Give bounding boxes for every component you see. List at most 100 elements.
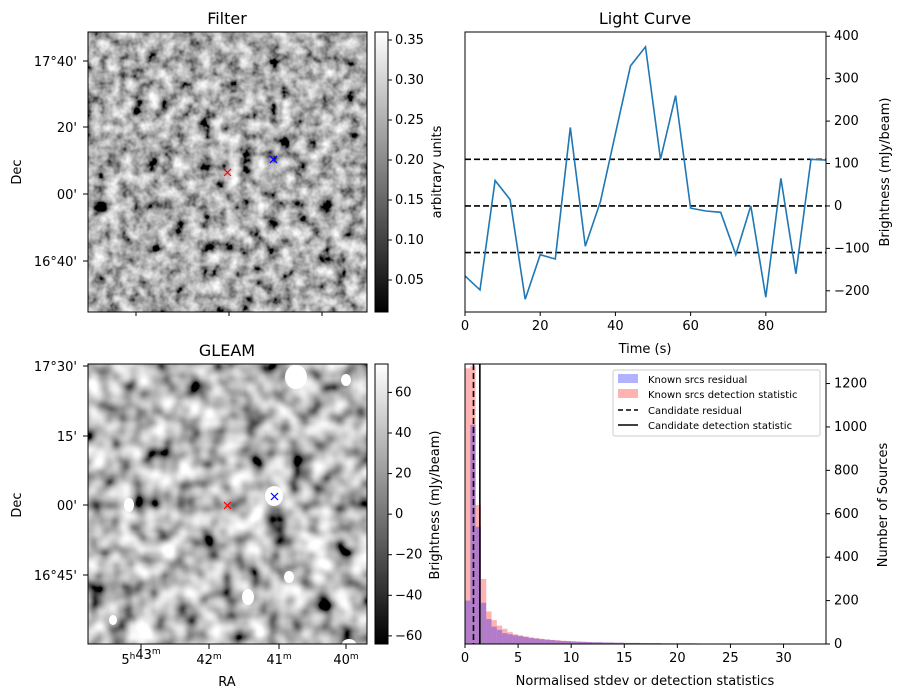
gleam-colorbar-tick-label: 60 <box>395 385 412 400</box>
histogram-ylabel: Number of Sources <box>876 443 891 568</box>
histogram-bar-residual <box>560 640 566 644</box>
filter-colorbar-tick-label: 0.30 <box>395 73 424 88</box>
histogram-ytick-label: 1200 <box>834 377 867 392</box>
filter-colorbar-tick-label: 0.20 <box>395 153 424 168</box>
filter-panel: Filter 17°40' 20' 00' 16°40' Dec 0.350.3… <box>10 9 445 316</box>
gleam-colorbar-tick-label: −20 <box>395 548 422 563</box>
filter-colorbar <box>374 31 389 313</box>
histogram-bar-residual <box>603 642 609 644</box>
filter-colorbar-tick-label: 0.05 <box>395 273 424 288</box>
histogram-ytick-label: 0 <box>834 637 842 652</box>
histogram-bar-residual <box>507 634 513 644</box>
gleam-title: GLEAM <box>199 341 255 360</box>
light-curve-ytick-label: −200 <box>834 284 870 299</box>
gleam-frame <box>87 363 368 645</box>
light-curve-xtick-label: 0 <box>461 319 469 334</box>
histogram-xtick-label: 0 <box>461 651 469 666</box>
histogram-bar-detection <box>592 642 598 644</box>
histogram-bar-detection <box>555 640 561 644</box>
histogram-bar-detection <box>496 625 503 644</box>
histogram-bar-detection <box>571 641 577 644</box>
histogram-bar-detection <box>634 642 641 644</box>
filter-ytick-2: 20' <box>57 121 77 136</box>
gleam-ylabel: Dec <box>10 492 25 517</box>
legend-swatch-detection <box>618 389 638 398</box>
histogram-bar-detection <box>518 635 524 644</box>
gleam-colorbar-tick-label: 40 <box>395 426 412 441</box>
histogram-bar-residual <box>629 642 635 644</box>
histogram-bar-residual <box>608 642 614 644</box>
legend-swatch-residual <box>618 374 638 383</box>
light-curve-title: Light Curve <box>599 9 691 28</box>
histogram-bar-detection <box>491 620 497 644</box>
gleam-colorbar-tick-label: −60 <box>395 629 422 644</box>
histogram-bar-residual <box>576 641 582 644</box>
histogram-xtick-label: 5 <box>514 651 522 666</box>
histogram-bar-residual <box>592 642 598 644</box>
histogram-bar-detection <box>618 642 625 644</box>
light-curve-xtick-label: 80 <box>758 319 775 334</box>
gleam-colorbar-tick-label: 20 <box>395 467 412 482</box>
histogram-bar-detection <box>597 642 604 644</box>
light-curve-xtick-label: 20 <box>532 319 549 334</box>
histogram-bar-detection <box>544 639 550 644</box>
gleam-ytick-1: 17°30' <box>34 360 77 375</box>
light-curve-series-line <box>464 44 827 300</box>
light-curve-ylabel: Brightness (mJy/beam) <box>878 98 893 247</box>
histogram-bar-detection <box>549 639 556 644</box>
gleam-xtick-3: 41m <box>266 652 291 668</box>
histogram-ytick-label: 200 <box>834 594 859 609</box>
histogram-bar-residual <box>624 642 630 644</box>
light-curve-xtick-label: 40 <box>607 319 624 334</box>
histogram-bar-detection <box>465 368 471 644</box>
histogram-bar-residual <box>491 626 497 644</box>
filter-colorbar-tick-label: 0.35 <box>395 33 424 48</box>
histogram-bar-residual <box>549 640 556 644</box>
histogram-bar-residual <box>634 642 641 644</box>
histogram-bar-residual <box>587 642 593 644</box>
histogram-xtick-label: 10 <box>563 651 580 666</box>
light-curve-ytick-label: 200 <box>834 114 859 129</box>
histogram-bar-residual <box>581 641 588 644</box>
histogram-bar-detection <box>613 642 619 644</box>
histogram-bar-residual <box>518 636 524 644</box>
filter-red-marker <box>223 168 232 177</box>
light-curve-ytick-label: 0 <box>834 199 842 214</box>
histogram-xtick-label: 30 <box>775 651 792 666</box>
light-curve-ytick-label: 100 <box>834 157 859 172</box>
filter-colorbar-ticks: 0.35 0.30 0.25 0.20 0.15 0.10 0.05 <box>388 33 424 288</box>
histogram-bar-detection <box>603 642 609 644</box>
histogram-ytick-label: 600 <box>834 507 859 522</box>
histogram-bar-residual <box>618 642 625 644</box>
histogram-bar-residual <box>528 637 535 644</box>
gleam-red-marker <box>223 501 232 510</box>
histogram-bar-residual <box>470 424 476 644</box>
histogram-bar-detection <box>470 366 476 644</box>
histogram-ytick-label: 800 <box>834 463 859 478</box>
light-curve-frame <box>464 31 827 313</box>
histogram-bar-detection <box>608 642 614 644</box>
gleam-ytick-4: 16°45' <box>34 569 77 584</box>
histogram-xlabel: Normalised stdev or detection statistics <box>516 674 775 689</box>
legend-label-candidate-residual: Candidate residual <box>648 406 742 417</box>
gleam-xtick-1: 5h43m <box>121 647 160 668</box>
gleam-colorbar-ticks: 60 40 20 0 −20 −40 −60 <box>388 385 422 644</box>
histogram-bar-detection <box>560 640 566 644</box>
light-curve-ytick-label: 300 <box>834 72 859 87</box>
histogram-bar-residual <box>597 642 604 644</box>
histogram-bar-residual <box>523 637 529 644</box>
histogram-panel: 0 5 10 15 20 25 30 0 200 400 600 800 1000 1200 Normal… <box>461 363 891 689</box>
filter-colorbar-tick-label: 0.10 <box>395 233 424 248</box>
histogram-xtick-label: 15 <box>616 651 633 666</box>
histogram-bar-residual <box>486 619 492 644</box>
gleam-xtick-2: 42m <box>196 652 221 668</box>
histogram-bar-residual <box>475 526 481 644</box>
histogram-bar-residual <box>480 602 487 644</box>
histogram-bar-detection <box>576 641 582 644</box>
gleam-colorbar-tick-label: 0 <box>395 507 403 522</box>
light-curve-panel: Light Curve 0 20 40 60 80 −200 −100 0 100 200 300 4… <box>461 9 893 357</box>
histogram-bar-detection <box>534 638 540 644</box>
histogram-bar-detection <box>523 636 529 644</box>
histogram-bar-detection <box>587 642 593 644</box>
